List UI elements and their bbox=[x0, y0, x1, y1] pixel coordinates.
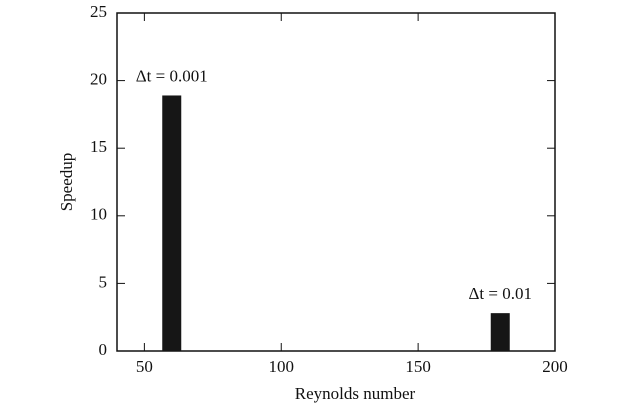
y-tick-label: 0 bbox=[99, 340, 108, 359]
y-tick-label: 20 bbox=[90, 70, 107, 89]
x-tick-label: 200 bbox=[542, 357, 568, 376]
x-tick-label: 100 bbox=[269, 357, 295, 376]
x-axis-label: Reynolds number bbox=[295, 384, 416, 403]
bar-annotation: Δt = 0.01 bbox=[469, 284, 533, 303]
bar bbox=[490, 313, 510, 351]
y-tick-label: 15 bbox=[90, 137, 107, 156]
bar-annotation: Δt = 0.001 bbox=[136, 66, 208, 85]
y-tick-label: 5 bbox=[99, 272, 108, 291]
x-tick-label: 150 bbox=[405, 357, 431, 376]
y-axis-label: Speedup bbox=[57, 153, 76, 212]
y-tick-label: 10 bbox=[90, 205, 107, 224]
y-tick-label: 25 bbox=[90, 2, 107, 21]
bar bbox=[162, 95, 182, 351]
x-tick-label: 50 bbox=[136, 357, 153, 376]
plot-frame bbox=[116, 12, 556, 352]
